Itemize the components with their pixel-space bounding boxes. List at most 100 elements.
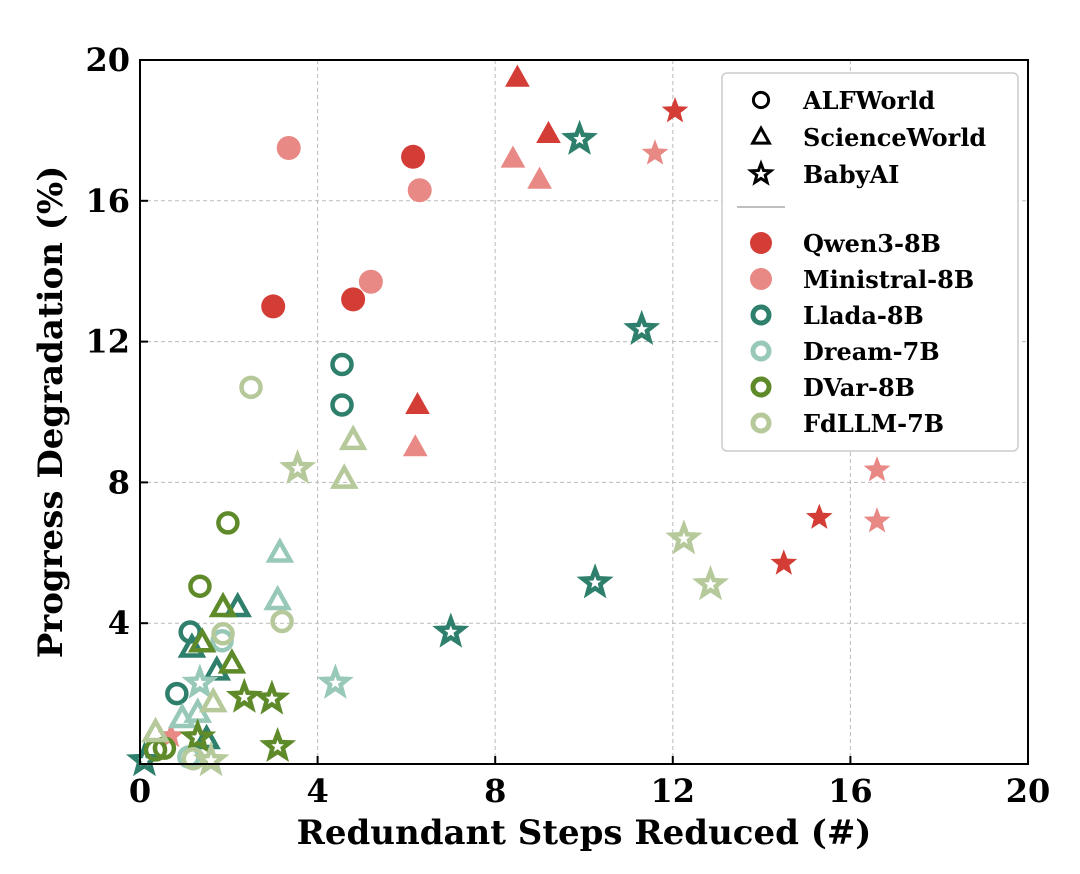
circle-icon [751, 90, 771, 110]
legend-swatch [750, 376, 772, 398]
legend-item-babyai: BabyAI [746, 159, 899, 189]
legend-swatch [750, 304, 772, 326]
data-point-llada-8b-alfworld [330, 393, 354, 417]
legend: ALFWorld ScienceWorld BabyAI Qwen3-8B Minist… [721, 72, 1019, 452]
data-point-dvar-8b-alfworld [216, 511, 240, 535]
data-point-llada-8b-babyai [576, 563, 614, 599]
legend-swatch [750, 412, 772, 434]
legend-label: ScienceWorld [803, 123, 986, 152]
x-tick-label: 20 [1006, 772, 1051, 810]
data-point-qwen3-8b-scienceworld [536, 120, 561, 144]
x-tick-label: 16 [828, 772, 873, 810]
data-point-ministral-8b-scienceworld [402, 434, 428, 457]
legend-item-alfworld: ALFWorld [751, 86, 935, 115]
data-point-llada-8b-babyai [561, 119, 598, 155]
data-point-dvar-8b-babyai [259, 726, 297, 763]
data-point-ministral-8b-alfworld [276, 136, 301, 160]
data-point-fdllm-7b-scienceworld [141, 716, 170, 743]
data-point-dvar-8b-scienceworld [217, 648, 247, 674]
legend-label: BabyAI [803, 160, 899, 189]
legend-item-qwen3-8b: Qwen3-8B [750, 229, 941, 258]
data-point-ministral-8b-babyai [157, 721, 185, 748]
data-point-fdllm-7b-alfworld [211, 622, 235, 646]
x-tick-label: 4 [306, 772, 328, 810]
data-point-ministral-8b-babyai [863, 507, 891, 533]
legend-swatch [750, 340, 772, 362]
legend-label: DVar-8B [803, 373, 915, 402]
data-point-fdllm-7b-babyai [692, 565, 730, 601]
triangle-icon [750, 125, 772, 145]
legend-label: ALFWorld [802, 86, 935, 115]
legend-label: Ministral-8B [803, 265, 974, 294]
y-tick-label: 4 [108, 604, 130, 642]
data-point-llada-8b-babyai [432, 612, 470, 648]
y-tick-label: 8 [108, 463, 130, 501]
legend-item-fdllm-7b: FdLLM-7B [750, 409, 944, 438]
legend-item-llada-8b: Llada-8B [750, 301, 924, 330]
data-point-qwen3-8b-babyai [661, 97, 689, 123]
data-point-dvar-8b-scienceworld [187, 626, 217, 653]
data-point-ministral-8b-scienceworld [527, 166, 552, 189]
data-point-qwen3-8b-babyai [806, 503, 833, 529]
legend-item-scienceworld: ScienceWorld [750, 123, 986, 152]
data-point-qwen3-8b-alfworld [401, 144, 426, 169]
data-point-dream-7b-scienceworld [263, 584, 292, 611]
data-point-llada-8b-alfworld [165, 681, 189, 706]
legend-item-dream-7b: Dream-7B [750, 337, 940, 366]
x-tick-label: 8 [484, 772, 506, 810]
data-point-dvar-8b-babyai [179, 718, 217, 754]
y-tick-label: 12 [85, 323, 130, 361]
data-point-fdllm-7b-babyai [665, 519, 703, 555]
data-point-dream-7b-scienceworld [167, 702, 197, 729]
data-point-dvar-8b-babyai [225, 677, 263, 713]
data-point-dream-7b-scienceworld [265, 537, 295, 563]
data-point-qwen3-8b-scienceworld [505, 64, 530, 87]
data-point-dvar-8b-babyai [253, 679, 291, 715]
data-point-ministral-8b-babyai [641, 139, 669, 165]
legend-label: Llada-8B [803, 301, 924, 330]
data-point-dream-7b-babyai [181, 663, 219, 699]
data-point-fdllm-7b-alfworld [270, 609, 294, 634]
data-point-fdllm-7b-alfworld [239, 375, 263, 400]
x-tick-label: 0 [129, 772, 151, 810]
data-point-dvar-8b-alfworld [188, 574, 212, 598]
y-axis-label: Progress Degradation (%) [31, 166, 71, 659]
data-point-qwen3-8b-alfworld [341, 287, 366, 312]
data-point-llada-8b-babyai [623, 309, 661, 346]
data-point-dvar-8b-scienceworld [208, 591, 238, 618]
legend-label: Qwen3-8B [803, 229, 941, 258]
data-point-qwen3-8b-babyai [770, 549, 798, 575]
legend-swatch [750, 232, 772, 254]
plot-frame [139, 59, 1029, 765]
legend-item-ministral-8b: Ministral-8B [750, 265, 974, 294]
data-point-llada-8b-babyai [126, 741, 163, 777]
data-point-fdllm-7b-babyai [192, 741, 230, 777]
legend-box [721, 72, 1019, 452]
data-point-ministral-8b-scienceworld [500, 145, 526, 168]
data-point-fdllm-7b-scienceworld [338, 424, 368, 451]
data-point-qwen3-8b-scienceworld [405, 391, 430, 415]
ticks: 0 4 8 12 16 20 4 8 12 16 20 [85, 41, 1050, 810]
data-point-qwen3-8b-alfworld [261, 294, 286, 319]
data-point-dream-7b-babyai [316, 663, 354, 699]
x-axis-label: Redundant Steps Reduced (#) [297, 813, 872, 853]
star-icon [746, 159, 776, 186]
y-tick-label: 20 [85, 41, 130, 79]
data-point-llada-8b-scienceworld [223, 591, 252, 618]
y-tick-label: 16 [85, 182, 130, 220]
data-points [126, 64, 891, 777]
data-point-llada-8b-scienceworld [177, 632, 207, 658]
data-point-fdllm-7b-scienceworld [329, 463, 359, 489]
data-point-ministral-8b-alfworld [358, 269, 383, 294]
legend-label: FdLLM-7B [803, 409, 944, 438]
data-point-llada-8b-alfworld [330, 352, 354, 377]
data-point-fdllm-7b-babyai [279, 448, 317, 484]
legend-item-dvar-8b: DVar-8B [750, 373, 915, 402]
legend-label: Dream-7B [803, 337, 940, 366]
data-point-fdllm-7b-scienceworld [198, 686, 228, 713]
legend-swatch [750, 268, 772, 290]
data-point-ministral-8b-alfworld [407, 178, 432, 203]
x-tick-label: 12 [651, 772, 696, 810]
data-point-ministral-8b-babyai [863, 456, 891, 482]
